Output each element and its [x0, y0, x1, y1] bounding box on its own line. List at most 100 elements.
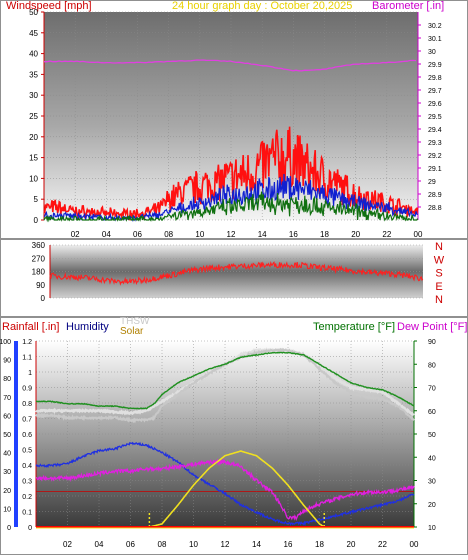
barometer-tick-label: 29 [428, 179, 436, 186]
wind-tick-label: 0 [34, 216, 39, 225]
rain-tick-label: 1.2 [22, 339, 32, 346]
rain-tick-label: 0.1 [22, 510, 32, 517]
wind-x-tick-label: 00 [414, 230, 423, 239]
wind-tick-label: 10 [29, 174, 38, 183]
humidity-legend-title: Humidity [66, 321, 109, 333]
wind-direction-series [49, 260, 424, 286]
compass-label: N [435, 241, 443, 253]
temperature-tick-label: 30 [428, 479, 436, 486]
climate-x-tick-label: 00 [410, 540, 419, 549]
direction-tick-label: 0 [41, 294, 46, 303]
rain-tick-label: 0.7 [22, 417, 32, 424]
temperature-series [35, 351, 415, 410]
windspeed-axis-title: Windspeed [mph] [6, 0, 92, 12]
temperature-tick-label: 60 [428, 409, 436, 416]
humidity-tick-label: 100 [0, 339, 11, 346]
barometer-tick-label: 29.2 [428, 153, 442, 160]
humidity-tick-label: 40 [3, 451, 11, 458]
barometer-tick-label: 28.8 [428, 205, 442, 212]
rain-tick-label: 0.5 [22, 448, 32, 455]
climate-x-tick-label: 14 [252, 540, 261, 549]
humidity-tick-label: 10 [3, 506, 11, 513]
humidity-tick-label: 0 [7, 525, 11, 532]
wind-x-tick-label: 20 [351, 230, 360, 239]
rain-tick-label: 0 [28, 525, 32, 532]
rain-tick-label: 0.9 [22, 386, 32, 393]
climate-x-tick-label: 04 [95, 540, 104, 549]
rainfall-legend-title: Rainfall [.in] [2, 321, 59, 333]
wind-tick-label: 40 [29, 50, 38, 59]
barometer-tick-label: 29.1 [428, 166, 442, 173]
wind-x-tick-label: 10 [195, 230, 204, 239]
solar-series [149, 450, 325, 528]
wind-x-tick-label: 06 [133, 230, 142, 239]
barometer-tick-label: 29.5 [428, 114, 442, 121]
wind-x-tick-label: 22 [382, 230, 391, 239]
wind-tick-label: 15 [29, 154, 38, 163]
barometer-axis-title: Barometer [.in] [372, 0, 444, 12]
wind-tick-label: 30 [29, 91, 38, 100]
wind-x-tick-label: 14 [258, 230, 267, 239]
direction-tick-label: 270 [32, 254, 46, 263]
climate-x-tick-label: 12 [221, 540, 230, 549]
climate-x-tick-label: 22 [378, 540, 387, 549]
temperature-tick-label: 80 [428, 362, 436, 369]
barometer-tick-label: 29.4 [428, 127, 442, 134]
barometer-tick-label: 29.7 [428, 88, 442, 95]
humidity-tick-label: 60 [3, 413, 11, 420]
wind-x-tick-label: 16 [289, 230, 298, 239]
thsw-legend-title: THSW [120, 316, 150, 327]
climate-x-tick-label: 02 [63, 540, 72, 549]
wind-tick-label: 50 [29, 8, 38, 17]
humidity-tick-label: 90 [3, 358, 11, 365]
climate-x-tick-label: 06 [126, 540, 135, 549]
humidity-tick-label: 70 [3, 395, 11, 402]
direction-tick-label: 90 [36, 281, 45, 290]
compass-label: N [435, 294, 443, 306]
barometer-tick-label: 29.8 [428, 75, 442, 82]
barometer-tick-label: 30.1 [428, 36, 442, 43]
compass-label: W [434, 254, 445, 266]
dewpoint-series [35, 457, 415, 521]
wind-tick-label: 25 [29, 112, 38, 121]
graph-date-title: 24 hour graph day : October 20,2025 [172, 0, 352, 12]
rain-tick-label: 0.2 [22, 494, 32, 501]
temperature-tick-label: 90 [428, 339, 436, 346]
humidity-tick-label: 20 [3, 488, 11, 495]
temperature-tick-label: 10 [428, 525, 436, 532]
rain-tick-label: 1.1 [22, 355, 32, 362]
climate-x-tick-label: 18 [315, 540, 324, 549]
direction-tick-label: 180 [32, 268, 46, 277]
wind-x-tick-label: 12 [227, 230, 236, 239]
barometer-tick-label: 29.9 [428, 62, 442, 69]
temperature-tick-label: 40 [428, 455, 436, 462]
temperature-tick-label: 50 [428, 432, 436, 439]
direction-tick-label: 360 [32, 241, 46, 250]
humidity-series [35, 441, 415, 527]
temperature-tick-label: 70 [428, 386, 436, 393]
wind-low-series [43, 191, 419, 223]
barometer-tick-label: 29.3 [428, 140, 442, 147]
rain-tick-label: 0.4 [22, 463, 32, 470]
climate-x-tick-label: 16 [284, 540, 293, 549]
wind-x-tick-label: 18 [320, 230, 329, 239]
rain-tick-label: 1 [28, 370, 32, 377]
temperature-tick-label: 20 [428, 502, 436, 509]
temperature-legend-title: Temperature [°F] [313, 321, 395, 333]
wind-x-tick-label: 04 [102, 230, 111, 239]
rain-tick-label: 0.6 [22, 432, 32, 439]
humidity-axis-bar [14, 341, 18, 527]
climate-x-tick-label: 20 [347, 540, 356, 549]
rain-tick-label: 0.8 [22, 401, 32, 408]
wind-gust-series [43, 126, 419, 221]
barometer-tick-label: 30.2 [428, 23, 442, 30]
barometer-tick-label: 29.6 [428, 101, 442, 108]
climate-x-tick-label: 08 [158, 540, 167, 549]
compass-label: S [435, 268, 442, 280]
wind-tick-label: 5 [34, 195, 39, 204]
wind-tick-label: 45 [29, 29, 38, 38]
compass-label: E [435, 281, 442, 293]
wind-x-tick-label: 02 [71, 230, 80, 239]
humidity-tick-label: 30 [3, 469, 11, 476]
